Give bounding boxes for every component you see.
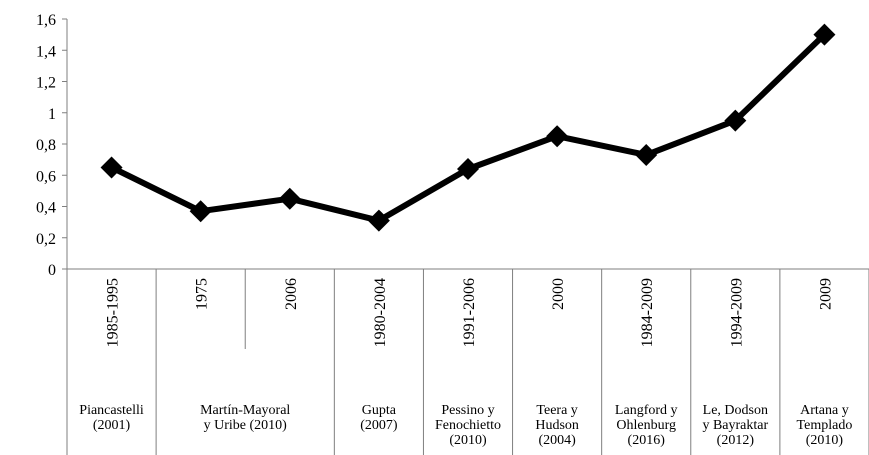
x-author-label: Templado — [797, 418, 853, 433]
y-tick-label: 0,4 — [36, 200, 56, 217]
x-author-label: Fenochietto — [435, 418, 501, 433]
x-author-label: (2007) — [360, 418, 398, 433]
y-tick-label: 1,6 — [36, 12, 56, 29]
x-author-label: Teera y — [536, 403, 577, 418]
x-author-label: (2010) — [806, 433, 844, 448]
y-tick-label: 0,6 — [36, 168, 56, 185]
x-period-label: 1984-2009 — [639, 278, 656, 347]
x-author-label: Artana y — [800, 403, 849, 418]
data-point-marker — [635, 143, 658, 166]
x-period-label: 2009 — [817, 278, 834, 310]
x-author-label: Hudson — [535, 418, 579, 433]
x-axis: 1985-1995 1975 2006 1980-2004 1991-2006 2000 1… — [66, 268, 869, 455]
x-period-label: 1985-1995 — [105, 278, 122, 347]
x-period-label: 1975 — [194, 278, 211, 310]
series-line — [110, 32, 827, 224]
x-author-label: Piancastelli — [79, 403, 144, 418]
data-point-marker — [189, 200, 212, 223]
x-period-label: 2000 — [550, 278, 567, 310]
data-point-marker — [546, 125, 569, 148]
y-tick-label: 1 — [48, 106, 56, 123]
data-point-marker — [278, 187, 301, 210]
x-period-label: 1980-2004 — [372, 278, 389, 347]
x-author-label: (2016) — [628, 433, 666, 448]
x-author-label: Le, Dodson — [703, 403, 768, 418]
x-author-label: y Bayraktar — [702, 418, 768, 433]
y-tick-label: 0,8 — [36, 137, 56, 154]
x-author-label: Langford y — [615, 403, 678, 418]
x-author-label: y Uribe (2010) — [204, 418, 288, 433]
y-axis: 0 0,2 0,4 0,6 0,8 1 1,2 1,4 1,6 — [36, 12, 68, 279]
y-tick-label: 0 — [48, 262, 56, 279]
x-author-label: (2012) — [717, 433, 755, 448]
x-author-label: Martín-Mayoral — [200, 403, 290, 418]
y-tick-label: 1,2 — [36, 75, 56, 92]
x-author-label: (2004) — [538, 433, 576, 448]
data-point-marker — [724, 109, 747, 132]
x-author-label: Ohlenburg — [616, 418, 676, 433]
x-author-label: (2001) — [93, 418, 131, 433]
x-author-label: Pessino y — [441, 403, 494, 418]
x-author-label: (2010) — [449, 433, 487, 448]
x-period-label: 2006 — [283, 278, 300, 310]
series — [100, 23, 836, 232]
x-period-label: 1991-2006 — [461, 278, 478, 347]
data-point-marker — [367, 209, 390, 232]
data-point-marker — [457, 158, 479, 180]
data-point-marker — [813, 23, 836, 46]
x-period-label: 1994-2009 — [728, 278, 745, 347]
y-tick-label: 0,2 — [36, 231, 56, 248]
x-author-label: Gupta — [362, 403, 397, 418]
y-tick-label: 1,4 — [36, 43, 56, 60]
data-point-marker — [100, 156, 123, 179]
